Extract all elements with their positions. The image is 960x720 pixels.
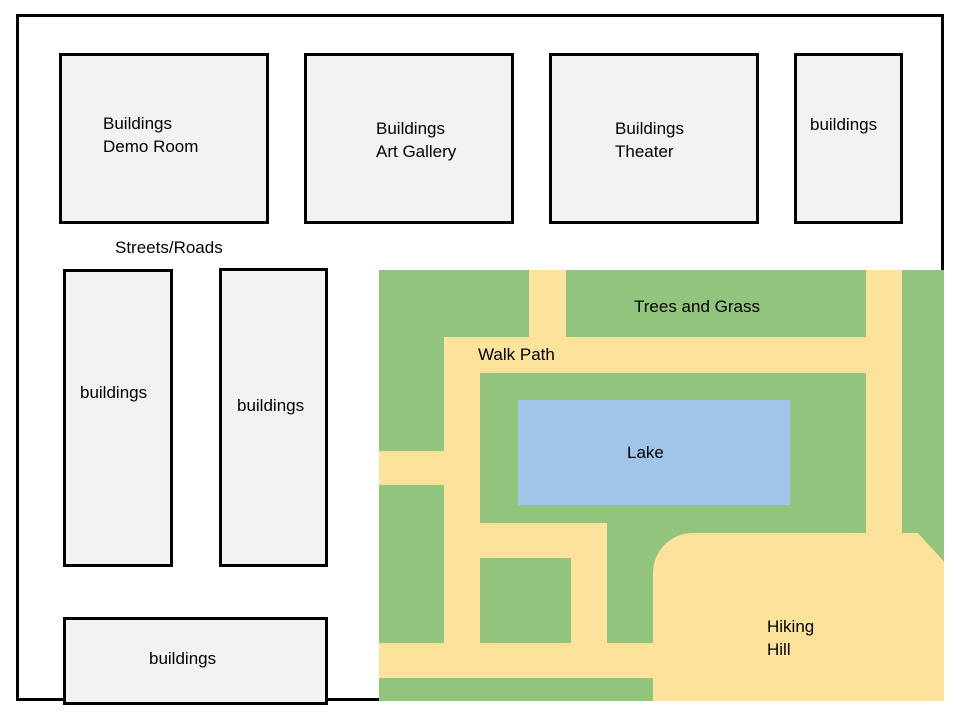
walk-path-bottom-horizontal (379, 643, 679, 678)
hiking-hill-line2: Hill (767, 640, 791, 659)
park-area (379, 270, 944, 701)
walk-path-left-stub (379, 451, 480, 485)
building-theater[interactable] (549, 53, 759, 224)
walk-path-left-vertical (444, 337, 480, 678)
walk-path-label: Walk Path (478, 345, 555, 364)
streets-roads-label: Streets/Roads (115, 238, 223, 257)
building-theater-line2: Theater (615, 142, 674, 161)
building-top-right-label: buildings (810, 115, 878, 134)
building-bottom-left[interactable] (63, 617, 328, 705)
walk-path-right-vertical (866, 270, 902, 535)
walk-path-upper-horizontal (444, 337, 902, 373)
building-bottom-left-label: buildings (149, 649, 217, 668)
lake-label: Lake (627, 443, 664, 462)
building-left-tall-1-label: buildings (80, 383, 148, 402)
lake[interactable] (518, 400, 790, 505)
building-art-gallery-label: Buildings Art Gallery (376, 117, 456, 163)
building-art-gallery-line1: Buildings (376, 119, 445, 138)
building-demo-room-line2: Demo Room (103, 137, 199, 156)
building-demo-room-label: Buildings Demo Room (103, 112, 198, 158)
building-left-tall-1[interactable] (63, 269, 173, 567)
hiking-hill-label: Hiking Hill (767, 615, 814, 661)
building-left-tall-2[interactable] (219, 268, 328, 567)
trees-and-grass-label: Trees and Grass (634, 297, 760, 316)
building-theater-label: Buildings Theater (615, 117, 684, 163)
building-art-gallery-line2: Art Gallery (376, 142, 457, 161)
building-demo-room[interactable] (59, 53, 269, 224)
walk-path-top-stub (529, 270, 566, 338)
building-demo-room-line1: Buildings (103, 114, 172, 133)
hiking-hill-line1: Hiking (767, 617, 815, 636)
building-left-tall-2-label: buildings (237, 396, 305, 415)
hiking-hill[interactable] (653, 533, 944, 701)
building-art-gallery[interactable] (304, 53, 514, 224)
building-top-right[interactable] (794, 53, 903, 224)
building-theater-line1: Buildings (615, 119, 684, 138)
